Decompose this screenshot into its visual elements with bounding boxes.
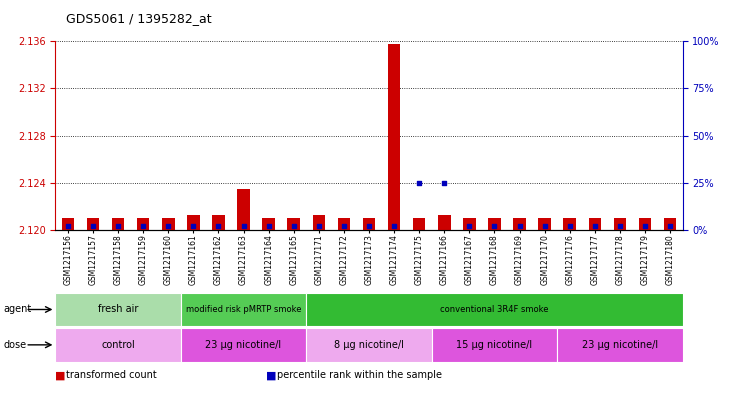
Text: 23 μg nicotine/l: 23 μg nicotine/l: [205, 340, 282, 350]
Point: [213, 223, 224, 229]
Text: ■: ■: [266, 370, 276, 380]
Text: 23 μg nicotine/l: 23 μg nicotine/l: [582, 340, 658, 350]
Bar: [489, 218, 500, 230]
Text: percentile rank within the sample: percentile rank within the sample: [277, 370, 442, 380]
Point: [514, 223, 525, 229]
Point: [639, 223, 651, 229]
Point: [438, 180, 450, 186]
Bar: [87, 218, 99, 230]
Bar: [638, 218, 651, 230]
Text: ■: ■: [55, 370, 66, 380]
Point: [463, 223, 475, 229]
Bar: [463, 218, 475, 230]
Point: [413, 180, 425, 186]
Bar: [363, 218, 375, 230]
Bar: [557, 328, 683, 362]
Bar: [388, 44, 400, 230]
Bar: [181, 328, 306, 362]
Bar: [137, 218, 149, 230]
Text: GDS5061 / 1395282_at: GDS5061 / 1395282_at: [66, 12, 212, 25]
Point: [263, 223, 275, 229]
Text: 8 μg nicotine/l: 8 μg nicotine/l: [334, 340, 404, 350]
Text: conventional 3R4F smoke: conventional 3R4F smoke: [440, 305, 549, 314]
Text: dose: dose: [4, 340, 27, 350]
Bar: [55, 293, 181, 326]
Bar: [589, 218, 601, 230]
Text: fresh air: fresh air: [98, 305, 138, 314]
Point: [187, 223, 199, 229]
Point: [664, 223, 676, 229]
Point: [313, 223, 325, 229]
Point: [489, 223, 500, 229]
Bar: [306, 293, 683, 326]
Point: [112, 223, 124, 229]
Bar: [162, 218, 174, 230]
Point: [137, 223, 149, 229]
Text: 15 μg nicotine/l: 15 μg nicotine/l: [456, 340, 533, 350]
Point: [338, 223, 350, 229]
Point: [62, 223, 74, 229]
Bar: [238, 189, 249, 230]
Point: [388, 223, 400, 229]
Bar: [287, 218, 300, 230]
Bar: [432, 328, 557, 362]
Point: [539, 223, 551, 229]
Bar: [313, 215, 325, 230]
Point: [363, 223, 375, 229]
Bar: [514, 218, 525, 230]
Bar: [62, 218, 75, 230]
Text: control: control: [101, 340, 135, 350]
Bar: [438, 215, 450, 230]
Point: [589, 223, 601, 229]
Bar: [213, 215, 224, 230]
Text: agent: agent: [4, 305, 32, 314]
Bar: [413, 218, 425, 230]
Bar: [306, 328, 432, 362]
Point: [87, 223, 99, 229]
Point: [614, 223, 626, 229]
Bar: [263, 218, 275, 230]
Bar: [564, 218, 576, 230]
Bar: [112, 218, 124, 230]
Point: [162, 223, 174, 229]
Text: transformed count: transformed count: [66, 370, 157, 380]
Bar: [181, 293, 306, 326]
Point: [288, 223, 300, 229]
Bar: [337, 218, 350, 230]
Point: [564, 223, 576, 229]
Bar: [613, 218, 626, 230]
Point: [238, 223, 249, 229]
Bar: [663, 218, 676, 230]
Bar: [55, 328, 181, 362]
Bar: [538, 218, 551, 230]
Bar: [187, 215, 199, 230]
Text: modified risk pMRTP smoke: modified risk pMRTP smoke: [186, 305, 301, 314]
